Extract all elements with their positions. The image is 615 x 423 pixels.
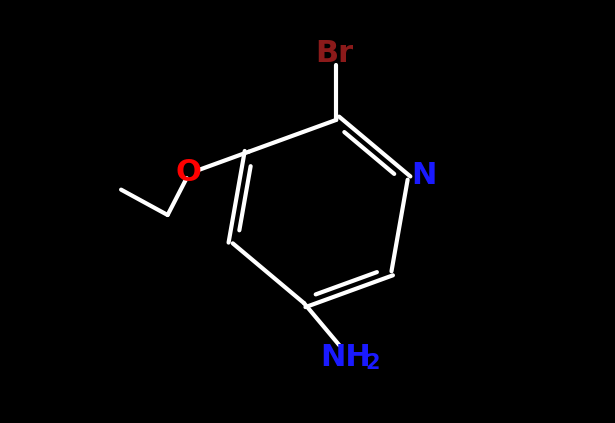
Text: N: N [411,161,437,190]
Text: Br: Br [315,38,353,68]
Text: O: O [176,158,202,187]
Text: NH: NH [320,343,371,373]
Text: 2: 2 [365,353,379,373]
